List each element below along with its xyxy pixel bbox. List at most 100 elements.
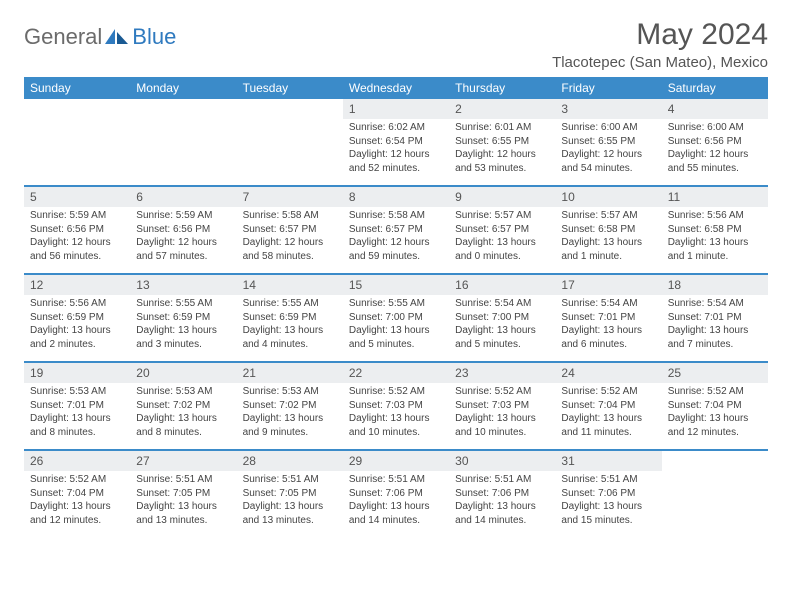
day-number: 29 xyxy=(343,451,449,471)
day-cell: 16Sunrise: 5:54 AMSunset: 7:00 PMDayligh… xyxy=(449,275,555,361)
sunset-line: Sunset: 7:00 PM xyxy=(349,311,443,325)
week-row: 5Sunrise: 5:59 AMSunset: 6:56 PMDaylight… xyxy=(24,185,768,273)
week-row: 26Sunrise: 5:52 AMSunset: 7:04 PMDayligh… xyxy=(24,449,768,537)
sunset-line: Sunset: 7:06 PM xyxy=(561,487,655,501)
daylight-line: Daylight: 12 hours and 55 minutes. xyxy=(668,148,762,175)
day-cell: 17Sunrise: 5:54 AMSunset: 7:01 PMDayligh… xyxy=(555,275,661,361)
week-row: 19Sunrise: 5:53 AMSunset: 7:01 PMDayligh… xyxy=(24,361,768,449)
day-info: Sunrise: 5:51 AMSunset: 7:06 PMDaylight:… xyxy=(449,471,555,531)
day-number: 11 xyxy=(662,187,768,207)
day-number: 21 xyxy=(237,363,343,383)
weekday-header: Wednesday xyxy=(343,77,449,99)
sunset-line: Sunset: 6:56 PM xyxy=(668,135,762,149)
day-number: 14 xyxy=(237,275,343,295)
day-number: 22 xyxy=(343,363,449,383)
daylight-line: Daylight: 12 hours and 53 minutes. xyxy=(455,148,549,175)
sunrise-line: Sunrise: 5:51 AM xyxy=(136,473,230,487)
day-number: 9 xyxy=(449,187,555,207)
day-info: Sunrise: 5:51 AMSunset: 7:05 PMDaylight:… xyxy=(237,471,343,531)
month-title: May 2024 xyxy=(552,18,768,52)
sunrise-line: Sunrise: 5:55 AM xyxy=(349,297,443,311)
daylight-line: Daylight: 12 hours and 59 minutes. xyxy=(349,236,443,263)
sunrise-line: Sunrise: 5:52 AM xyxy=(668,385,762,399)
daylight-line: Daylight: 13 hours and 13 minutes. xyxy=(243,500,337,527)
day-cell: 30Sunrise: 5:51 AMSunset: 7:06 PMDayligh… xyxy=(449,451,555,537)
sunrise-line: Sunrise: 5:53 AM xyxy=(30,385,124,399)
day-cell xyxy=(24,99,130,185)
day-info: Sunrise: 5:57 AMSunset: 6:57 PMDaylight:… xyxy=(449,207,555,267)
sunset-line: Sunset: 6:55 PM xyxy=(455,135,549,149)
day-cell: 21Sunrise: 5:53 AMSunset: 7:02 PMDayligh… xyxy=(237,363,343,449)
sunset-line: Sunset: 7:04 PM xyxy=(668,399,762,413)
day-info: Sunrise: 5:52 AMSunset: 7:03 PMDaylight:… xyxy=(449,383,555,443)
day-info: Sunrise: 5:59 AMSunset: 6:56 PMDaylight:… xyxy=(130,207,236,267)
day-info: Sunrise: 6:02 AMSunset: 6:54 PMDaylight:… xyxy=(343,119,449,179)
daylight-line: Daylight: 13 hours and 13 minutes. xyxy=(136,500,230,527)
weekday-header: Thursday xyxy=(449,77,555,99)
day-info: Sunrise: 5:55 AMSunset: 7:00 PMDaylight:… xyxy=(343,295,449,355)
sunset-line: Sunset: 6:59 PM xyxy=(243,311,337,325)
sunset-line: Sunset: 7:05 PM xyxy=(136,487,230,501)
day-number-blank xyxy=(24,99,130,119)
day-info: Sunrise: 5:52 AMSunset: 7:04 PMDaylight:… xyxy=(662,383,768,443)
daylight-line: Daylight: 13 hours and 5 minutes. xyxy=(455,324,549,351)
sunset-line: Sunset: 7:03 PM xyxy=(349,399,443,413)
day-cell: 7Sunrise: 5:58 AMSunset: 6:57 PMDaylight… xyxy=(237,187,343,273)
day-number: 23 xyxy=(449,363,555,383)
day-cell: 9Sunrise: 5:57 AMSunset: 6:57 PMDaylight… xyxy=(449,187,555,273)
day-cell: 1Sunrise: 6:02 AMSunset: 6:54 PMDaylight… xyxy=(343,99,449,185)
day-cell: 2Sunrise: 6:01 AMSunset: 6:55 PMDaylight… xyxy=(449,99,555,185)
daylight-line: Daylight: 12 hours and 54 minutes. xyxy=(561,148,655,175)
weekday-header: Friday xyxy=(555,77,661,99)
sunrise-line: Sunrise: 5:55 AM xyxy=(136,297,230,311)
day-cell: 8Sunrise: 5:58 AMSunset: 6:57 PMDaylight… xyxy=(343,187,449,273)
daylight-line: Daylight: 13 hours and 3 minutes. xyxy=(136,324,230,351)
day-number: 13 xyxy=(130,275,236,295)
sunrise-line: Sunrise: 5:51 AM xyxy=(349,473,443,487)
sunset-line: Sunset: 6:59 PM xyxy=(30,311,124,325)
day-cell: 22Sunrise: 5:52 AMSunset: 7:03 PMDayligh… xyxy=(343,363,449,449)
sunset-line: Sunset: 6:55 PM xyxy=(561,135,655,149)
day-number: 17 xyxy=(555,275,661,295)
day-info: Sunrise: 6:00 AMSunset: 6:56 PMDaylight:… xyxy=(662,119,768,179)
day-number: 27 xyxy=(130,451,236,471)
day-number-blank xyxy=(662,451,768,471)
sunrise-line: Sunrise: 5:52 AM xyxy=(349,385,443,399)
day-info: Sunrise: 5:51 AMSunset: 7:06 PMDaylight:… xyxy=(555,471,661,531)
day-cell: 18Sunrise: 5:54 AMSunset: 7:01 PMDayligh… xyxy=(662,275,768,361)
day-info: Sunrise: 6:01 AMSunset: 6:55 PMDaylight:… xyxy=(449,119,555,179)
daylight-line: Daylight: 13 hours and 14 minutes. xyxy=(455,500,549,527)
day-info: Sunrise: 5:53 AMSunset: 7:02 PMDaylight:… xyxy=(130,383,236,443)
day-info: Sunrise: 5:53 AMSunset: 7:01 PMDaylight:… xyxy=(24,383,130,443)
daylight-line: Daylight: 13 hours and 11 minutes. xyxy=(561,412,655,439)
daylight-line: Daylight: 13 hours and 12 minutes. xyxy=(30,500,124,527)
logo-text-general: General xyxy=(24,24,102,50)
day-number-blank xyxy=(237,99,343,119)
weekday-header-row: SundayMondayTuesdayWednesdayThursdayFrid… xyxy=(24,77,768,99)
sunrise-line: Sunrise: 5:59 AM xyxy=(136,209,230,223)
daylight-line: Daylight: 12 hours and 57 minutes. xyxy=(136,236,230,263)
daylight-line: Daylight: 13 hours and 5 minutes. xyxy=(349,324,443,351)
sunrise-line: Sunrise: 5:51 AM xyxy=(561,473,655,487)
sunset-line: Sunset: 7:04 PM xyxy=(561,399,655,413)
day-info: Sunrise: 5:58 AMSunset: 6:57 PMDaylight:… xyxy=(343,207,449,267)
day-cell: 29Sunrise: 5:51 AMSunset: 7:06 PMDayligh… xyxy=(343,451,449,537)
sunset-line: Sunset: 6:57 PM xyxy=(349,223,443,237)
sunrise-line: Sunrise: 5:54 AM xyxy=(561,297,655,311)
sunset-line: Sunset: 6:58 PM xyxy=(668,223,762,237)
day-cell: 5Sunrise: 5:59 AMSunset: 6:56 PMDaylight… xyxy=(24,187,130,273)
sunrise-line: Sunrise: 5:54 AM xyxy=(668,297,762,311)
day-number: 12 xyxy=(24,275,130,295)
sunrise-line: Sunrise: 6:01 AM xyxy=(455,121,549,135)
daylight-line: Daylight: 13 hours and 7 minutes. xyxy=(668,324,762,351)
sunset-line: Sunset: 7:01 PM xyxy=(30,399,124,413)
day-cell: 23Sunrise: 5:52 AMSunset: 7:03 PMDayligh… xyxy=(449,363,555,449)
day-number: 1 xyxy=(343,99,449,119)
day-cell: 15Sunrise: 5:55 AMSunset: 7:00 PMDayligh… xyxy=(343,275,449,361)
day-cell: 25Sunrise: 5:52 AMSunset: 7:04 PMDayligh… xyxy=(662,363,768,449)
day-info: Sunrise: 5:56 AMSunset: 6:58 PMDaylight:… xyxy=(662,207,768,267)
day-number: 18 xyxy=(662,275,768,295)
week-row: 1Sunrise: 6:02 AMSunset: 6:54 PMDaylight… xyxy=(24,99,768,185)
day-cell: 11Sunrise: 5:56 AMSunset: 6:58 PMDayligh… xyxy=(662,187,768,273)
daylight-line: Daylight: 13 hours and 1 minute. xyxy=(561,236,655,263)
